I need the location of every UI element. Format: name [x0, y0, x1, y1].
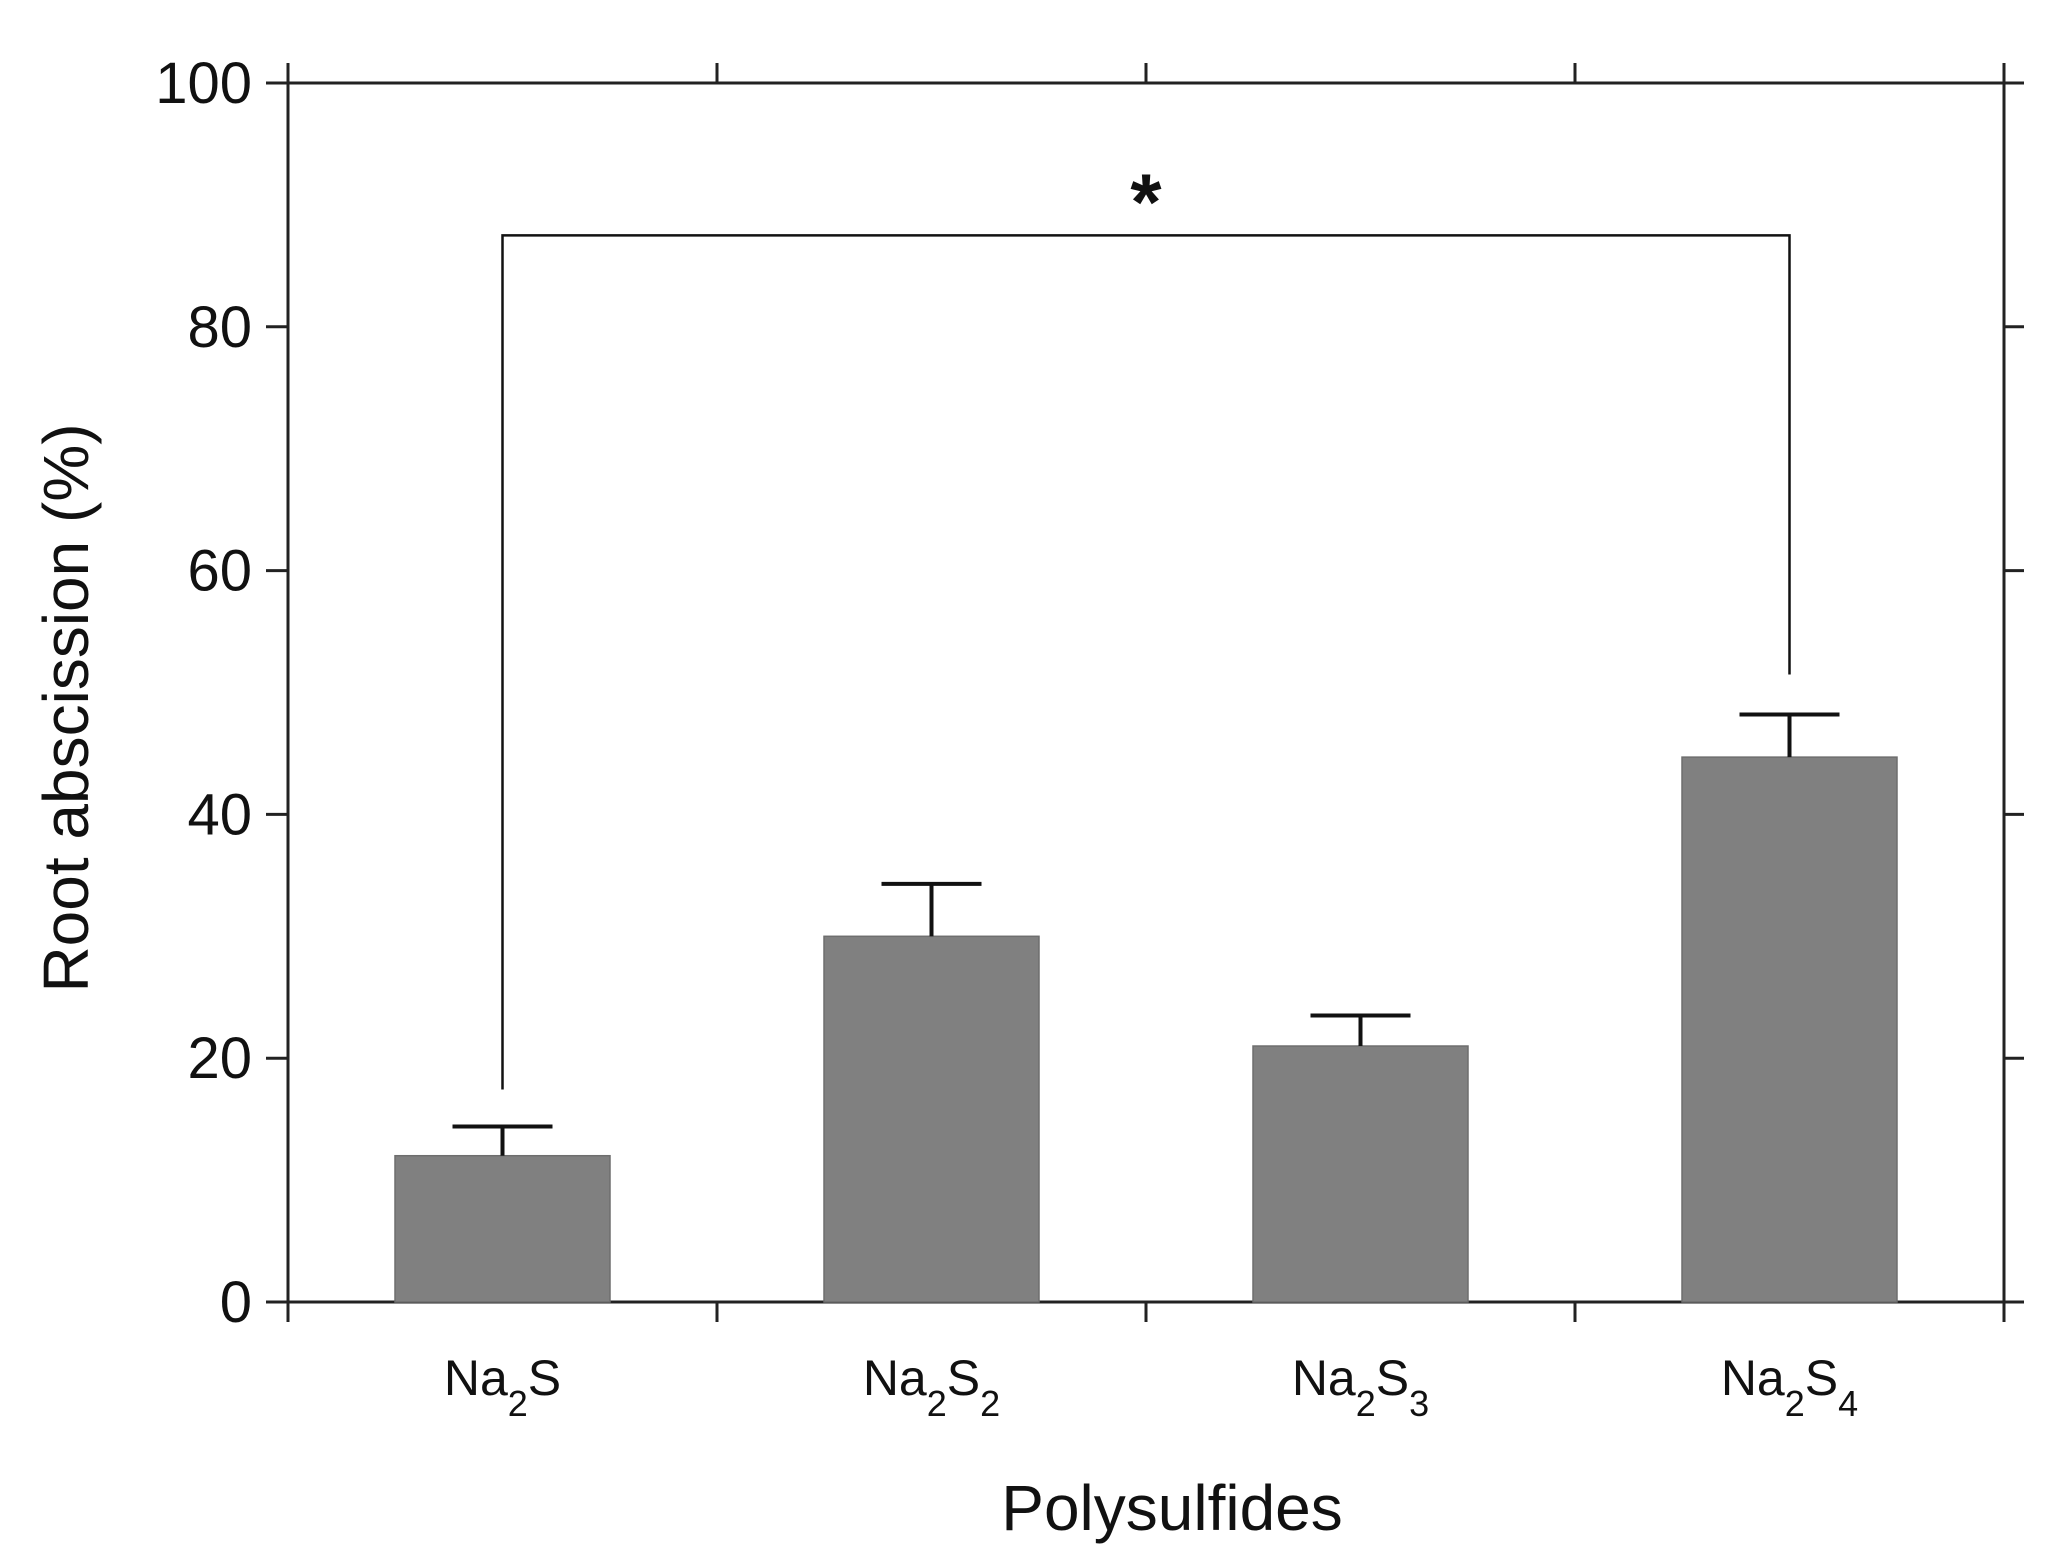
error-bar-2: [1310, 1013, 1411, 1047]
x-axis-ticks: Na2S Na2S2 Na2S3 Na2S4: [286, 63, 2006, 1424]
bracket-line: [501, 234, 1791, 1090]
category-base: Na: [1292, 1350, 1356, 1406]
category-subscript: 3: [1409, 1383, 1429, 1424]
category-subscript: 2: [508, 1383, 528, 1424]
significance-bracket: *: [501, 157, 1791, 1090]
error-bar-3: [1739, 712, 1840, 758]
bars-group: [394, 756, 1898, 1303]
category-mid: S: [528, 1350, 561, 1406]
bar-3: [1681, 756, 1898, 1303]
category-base: Na: [1721, 1350, 1785, 1406]
x-category-label-1: Na2S2: [863, 1350, 1000, 1424]
bar-2: [1252, 1045, 1469, 1303]
bar-0: [394, 1154, 611, 1303]
y-axis-ticks: 0 20 40 60 80 100: [155, 51, 2024, 1335]
category-subscript: 2: [1356, 1383, 1376, 1424]
y-tick-label-2: 40: [187, 782, 252, 847]
y-tick-label-5: 100: [155, 51, 252, 116]
error-bar-1: [881, 881, 982, 937]
category-subscript: 2: [927, 1383, 947, 1424]
x-category-label-3: Na2S4: [1721, 1350, 1858, 1424]
error-bars-group: [452, 712, 1840, 1156]
category-subscript: 4: [1838, 1383, 1858, 1424]
y-tick-label-3: 60: [187, 539, 252, 604]
category-subscript: 2: [980, 1383, 1000, 1424]
y-tick-label-1: 20: [187, 1026, 252, 1091]
category-mid: S: [1376, 1350, 1409, 1406]
y-axis-title: Root abscission (%): [30, 423, 102, 992]
x-category-label-2: Na2S3: [1292, 1350, 1429, 1424]
category-mid: S: [947, 1350, 980, 1406]
category-mid: S: [1805, 1350, 1838, 1406]
category-subscript: 2: [1785, 1383, 1805, 1424]
y-tick-label-4: 80: [187, 295, 252, 360]
significance-star: *: [1130, 157, 1162, 246]
category-base: Na: [863, 1350, 927, 1406]
y-tick-label-0: 0: [220, 1270, 252, 1335]
bar-1: [823, 935, 1040, 1303]
x-category-label-0: Na2S: [444, 1350, 561, 1424]
x-axis-title: Polysulfides: [1001, 1472, 1343, 1544]
category-base: Na: [444, 1350, 508, 1406]
error-bar-0: [452, 1124, 553, 1156]
